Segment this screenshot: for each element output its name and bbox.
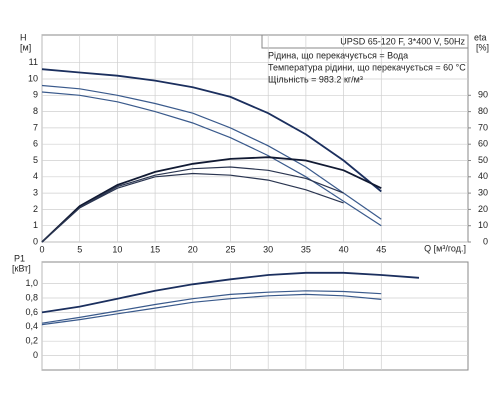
x-tick-label: 20 bbox=[188, 244, 198, 254]
x-tick-label: 10 bbox=[112, 244, 122, 254]
curve bbox=[41, 68, 382, 193]
x-tick-label: 30 bbox=[263, 244, 273, 254]
y-tick-label: 1 bbox=[33, 220, 38, 230]
y-tick-label: 3 bbox=[33, 187, 38, 197]
note: Рідина, що перекачується = Вода bbox=[268, 50, 408, 60]
y2-tick-label: 10 bbox=[478, 220, 488, 230]
y-tick-label: 11 bbox=[29, 57, 38, 67]
marks bbox=[41, 68, 420, 326]
y-unit: [кВт] bbox=[12, 263, 31, 273]
y-tick-label: 0,8 bbox=[25, 292, 38, 302]
y-tick-label: 2 bbox=[33, 204, 38, 214]
y2-tick-label: 70 bbox=[478, 122, 488, 132]
header-box bbox=[261, 34, 469, 49]
y2-tick-label: 20 bbox=[478, 204, 488, 214]
y-tick-label: 1,0 bbox=[25, 278, 38, 288]
x-tick-label: 25 bbox=[225, 244, 235, 254]
curve bbox=[41, 91, 382, 227]
x-tick-label: 45 bbox=[376, 244, 386, 254]
header: UPSD 65-120 F, 3*400 V, 50Hz bbox=[340, 36, 465, 46]
note: Щільність = 983.2 кг/м³ bbox=[268, 74, 363, 84]
y-tick-label: 0,6 bbox=[25, 307, 38, 317]
y2-tick-label: 50 bbox=[478, 155, 488, 165]
grids bbox=[41, 35, 468, 370]
curve bbox=[41, 172, 344, 243]
curve bbox=[41, 293, 382, 326]
x-tick-label: 40 bbox=[339, 244, 349, 254]
y-tick-label: 7 bbox=[33, 122, 38, 132]
x-label: Q [м³/год.] bbox=[424, 243, 466, 253]
y-tick-label: 10 bbox=[28, 73, 38, 83]
y2-tick-label: 80 bbox=[478, 106, 488, 116]
x-tick-label: 15 bbox=[150, 244, 160, 254]
y2-unit: [%] bbox=[476, 42, 489, 52]
y-tick-label: 0 bbox=[33, 350, 38, 360]
x-tick-label: 35 bbox=[301, 244, 311, 254]
y2-tick-label: 60 bbox=[478, 139, 488, 149]
x-tick-label: 0 bbox=[39, 244, 44, 254]
y-unit: [м] bbox=[20, 42, 31, 52]
y-tick-label: 0,2 bbox=[25, 336, 38, 346]
y-tick-label: 0 bbox=[33, 236, 38, 246]
curve bbox=[41, 271, 420, 314]
y-tick-label: 0,4 bbox=[25, 321, 38, 331]
y2-tick-label: 90 bbox=[478, 90, 488, 100]
y-tick-label: 5 bbox=[33, 155, 38, 165]
y-label: P1 bbox=[14, 253, 25, 263]
y2-tick-label: 40 bbox=[478, 171, 488, 181]
curve bbox=[41, 290, 382, 324]
y-tick-label: 6 bbox=[33, 139, 38, 149]
y-tick-label: 8 bbox=[33, 106, 38, 116]
curve bbox=[41, 156, 382, 243]
y-tick-label: 9 bbox=[33, 90, 38, 100]
y2-label: eta bbox=[474, 32, 487, 42]
x-tick-label: 5 bbox=[77, 244, 82, 254]
y2-tick-label: 30 bbox=[478, 187, 488, 197]
note: Температура рідини, що перекачується = 6… bbox=[268, 62, 466, 72]
curve bbox=[41, 84, 382, 220]
y2-tick-label: 0 bbox=[483, 236, 488, 246]
y-label: H bbox=[20, 32, 27, 42]
y-tick-label: 4 bbox=[33, 171, 38, 181]
